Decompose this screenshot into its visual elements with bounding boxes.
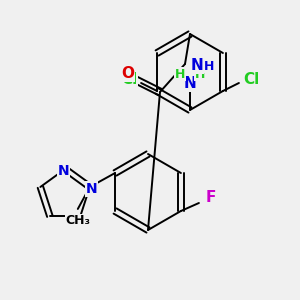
Text: N: N bbox=[86, 182, 98, 196]
Text: H: H bbox=[175, 68, 185, 80]
Text: N: N bbox=[184, 76, 196, 92]
Text: H: H bbox=[204, 59, 214, 73]
Text: F: F bbox=[206, 190, 216, 205]
Text: Cl: Cl bbox=[121, 71, 137, 86]
Text: H: H bbox=[195, 68, 205, 80]
Text: O: O bbox=[122, 67, 134, 82]
Text: Cl: Cl bbox=[243, 71, 259, 86]
Text: N: N bbox=[190, 58, 203, 74]
Text: N: N bbox=[57, 164, 69, 178]
Text: CH₃: CH₃ bbox=[65, 214, 90, 227]
